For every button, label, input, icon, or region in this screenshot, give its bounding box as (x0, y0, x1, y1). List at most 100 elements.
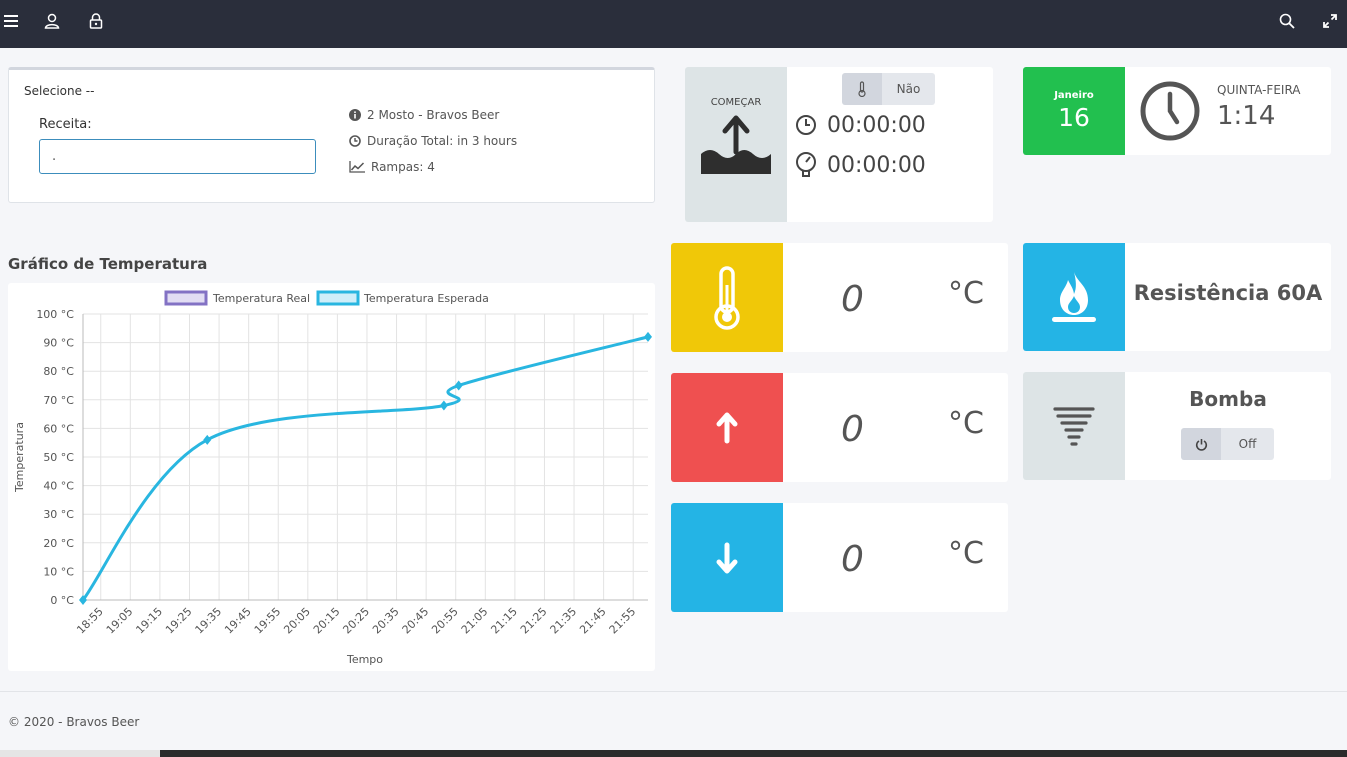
y-tick-label: 30 °C (43, 508, 74, 521)
clock-time: 1:14 (1217, 101, 1276, 131)
search-icon[interactable] (1276, 10, 1298, 32)
y-tick-label: 60 °C (43, 422, 74, 435)
x-tick-label: 21:15 (488, 605, 520, 637)
min-temp-value: 0 (841, 539, 864, 580)
x-tick-label: 19:25 (163, 605, 195, 637)
resistance-label: Resistência 60A (1133, 281, 1323, 305)
pump-label: Bomba (1189, 387, 1267, 411)
day-number: 16 (1058, 103, 1090, 132)
recipe-name-text: 2 Mosto - Bravos Beer (367, 108, 500, 122)
legend-label: Temperatura Esperada (363, 292, 489, 305)
max-temp-tile: 0 °C (671, 373, 1008, 482)
x-tick-label: 21:05 (459, 605, 491, 637)
recipe-label: Receita: (39, 117, 92, 132)
top-navbar (0, 0, 1347, 48)
footer-text: © 2020 - Bravos Beer (8, 715, 140, 729)
heat-toggle[interactable]: Não (842, 73, 935, 105)
x-tick-label: 20:55 (429, 605, 461, 637)
y-tick-label: 20 °C (43, 537, 74, 550)
date-box: Janeiro 16 (1023, 67, 1125, 155)
min-temp-tile: 0 °C (671, 503, 1008, 612)
arrow-down-icon (671, 503, 783, 612)
boil-upload-icon (701, 115, 771, 174)
current-temp-tile: 0 °C (671, 243, 1008, 352)
month-label: Janeiro (1054, 90, 1094, 101)
bottom-strip-left (0, 750, 160, 757)
clock-icon (349, 135, 361, 147)
date-tile: Janeiro 16 QUINTA-FEIRA 1:14 (1023, 67, 1331, 155)
y-tick-label: 50 °C (43, 451, 74, 464)
y-axis-label: Temperatura (13, 422, 26, 493)
x-tick-label: 18:55 (74, 605, 106, 637)
timer-remaining: 00:00:00 (827, 153, 926, 178)
recipe-name-info: 2 Mosto - Bravos Beer (349, 108, 499, 122)
data-point (454, 380, 463, 391)
user-icon[interactable] (41, 10, 63, 32)
x-tick-label: 19:55 (252, 605, 284, 637)
y-tick-label: 80 °C (43, 365, 74, 378)
data-point (644, 331, 652, 342)
arrow-up-icon (671, 373, 783, 482)
info-icon (349, 109, 361, 121)
weekday-label: QUINTA-FEIRA (1217, 83, 1301, 97)
recipe-input[interactable] (39, 139, 316, 174)
series-line (81, 335, 649, 601)
x-tick-label: 19:05 (104, 605, 136, 637)
recipe-ramps-info: Rampas: 4 (349, 160, 435, 174)
pump-tile: Bomba Off (1023, 372, 1331, 480)
x-tick-label: 20:25 (340, 605, 372, 637)
legend-swatch (316, 290, 360, 306)
x-tick-label: 21:55 (607, 605, 639, 637)
timer-clock-icon (796, 115, 816, 135)
temperature-chart-card: 0 °C 10 °C 20 °C 30 °C 40 °C 50 °C 60 °C 70 °C 8… (8, 283, 655, 671)
x-tick-label: 19:35 (193, 605, 225, 637)
y-tick-label: 100 °C (36, 308, 74, 321)
data-point (203, 434, 212, 445)
pump-toggle-value: Off (1221, 428, 1274, 460)
footer-divider (0, 691, 1347, 692)
y-tick-label: 90 °C (43, 337, 74, 350)
data-point (439, 400, 448, 411)
x-tick-label: 20:35 (370, 605, 402, 637)
x-tick-label: 21:45 (577, 605, 609, 637)
x-tick-label: 20:15 (311, 605, 343, 637)
expand-icon[interactable] (1319, 10, 1341, 32)
x-tick-label: 19:45 (222, 605, 254, 637)
x-tick-label: 21:25 (518, 605, 550, 637)
bottom-strip (160, 750, 1347, 757)
tornado-icon (1023, 372, 1125, 480)
start-label: COMEÇAR (710, 97, 762, 108)
clock-icon (1140, 81, 1200, 141)
y-tick-label: 0 °C (50, 594, 74, 607)
pump-toggle[interactable]: Off (1181, 428, 1274, 460)
recipe-card: Selecione -- Receita: 2 Mosto - Bravos B… (8, 67, 655, 203)
y-tick-label: 70 °C (43, 394, 74, 407)
resistance-tile: Resistência 60A (1023, 243, 1331, 351)
thermometer-icon (671, 243, 783, 352)
y-tick-label: 40 °C (43, 480, 74, 493)
menu-icon[interactable] (0, 10, 22, 32)
recipe-duration-text: Duração Total: in 3 hours (367, 134, 518, 148)
x-tick-label: 21:35 (548, 605, 580, 637)
recipe-duration-info: Duração Total: in 3 hours (349, 134, 517, 148)
recipe-ramps-text: Rampas: 4 (371, 160, 435, 174)
current-temp-unit: °C (948, 276, 984, 311)
start-button[interactable]: COMEÇAR (685, 67, 787, 222)
power-icon (1181, 428, 1221, 460)
x-axis-label: Tempo (346, 653, 383, 666)
max-temp-unit: °C (948, 406, 984, 441)
start-tile: COMEÇAR Não 00:00:00 00:00:00 (685, 67, 993, 222)
y-tick-label: 10 °C (43, 565, 74, 578)
min-temp-unit: °C (948, 536, 984, 571)
timer-elapsed: 00:00:00 (827, 113, 926, 138)
current-temp-value: 0 (841, 279, 864, 320)
legend-swatch (164, 290, 208, 306)
x-tick-label: 20:05 (281, 605, 313, 637)
select-label: Selecione -- (24, 84, 95, 98)
line-chart-icon (349, 161, 365, 173)
fire-icon[interactable] (1023, 243, 1125, 351)
lock-icon[interactable] (85, 10, 107, 32)
heat-toggle-value: Não (882, 73, 935, 105)
chart-section-title: Gráfico de Temperatura (8, 255, 208, 273)
legend-label: Temperatura Real (212, 292, 310, 305)
